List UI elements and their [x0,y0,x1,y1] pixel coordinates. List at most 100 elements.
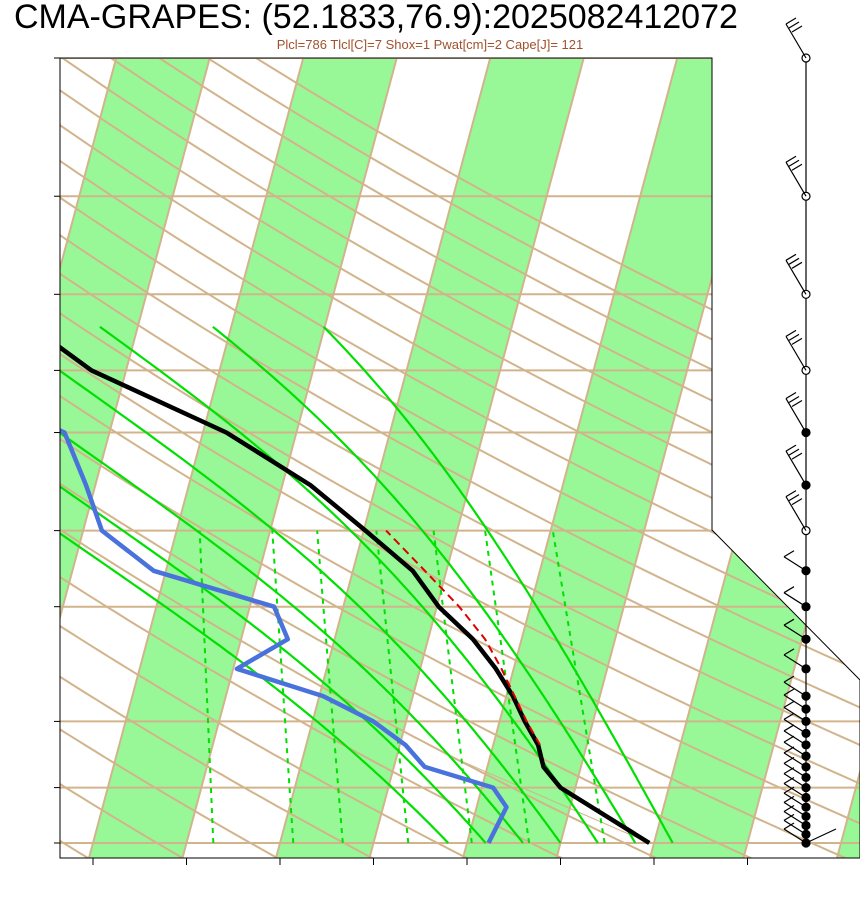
wind-barb-flag [791,25,803,33]
dry-adiabat [60,58,860,858]
isotherm-band [832,58,860,858]
dry-adiabat [60,58,860,858]
wind-barb-shaft [783,706,807,722]
plot-border [59,57,860,859]
dewpoint-line [60,58,509,845]
wind-barb-shaft [783,752,807,768]
isotherm-line [363,58,595,858]
isotherm-line [60,58,221,858]
dry-adiabat [60,58,860,858]
isotherm-line [0,22,32,875]
dry-adiabat [60,58,790,858]
dry-adiabat [60,58,310,858]
dry-adiabat [60,58,694,858]
isotherm-band [60,58,220,858]
dry-adiabat [0,22,21,875]
wind-barb-flag [788,257,800,265]
wind-barb-flag [783,586,795,594]
wind-barb-shaft [785,496,807,531]
wind-barb-flag [785,392,797,400]
dry-adiabat [60,58,502,858]
wind-barb-flag [783,712,795,720]
moist-adiabat [322,326,674,844]
wind-barb-column [783,17,837,848]
wind-barb-flag [788,448,800,456]
wind-barb-flag [791,498,803,506]
wind-barb-flag [788,159,800,167]
dry-adiabat [60,58,860,858]
wind-barb-shaft [783,773,807,789]
isotherm-line [83,58,314,858]
wind-barb-shaft [783,782,807,798]
mixing-ratio-line [432,530,473,844]
wind-barb-flag [783,795,795,803]
wind-barb-flag [788,396,800,404]
mixing-ratio-line [375,530,410,844]
chart-title: CMA-GRAPES: (52.1833,76.9):2025082412072 [14,0,738,36]
wind-barb-flag [791,400,803,408]
isotherm-band [271,58,594,858]
axes [54,57,748,865]
wind-barb-flag [783,822,795,830]
wind-barb-shaft [785,398,807,433]
wind-barb-flag [785,444,797,452]
wind-barb-flag [788,494,800,502]
moist-adiabat [60,325,562,844]
parcel-line [385,529,541,746]
wind-barb-flag [791,337,803,345]
wind-barb-shaft [783,681,807,697]
wind-barb-flag [783,813,795,821]
wind-barb-shaft [783,624,807,640]
isotherm-line [270,58,501,858]
moist-adiabat [60,325,487,844]
isotherm-line [831,58,860,858]
wind-barb-shaft [783,556,807,572]
dry-adiabat [60,58,406,858]
wind-barb-flag [785,253,797,261]
wind-barb-flag [788,333,800,341]
wind-barb-shaft [783,741,807,757]
isotherm-band [458,58,781,858]
isotherm-line [176,58,408,858]
wind-barb-flag [785,329,797,337]
wind-barb-shaft [783,811,807,827]
isotherm-band [84,58,407,858]
wind-barb-shaft [783,762,807,778]
mixing-ratio-line [198,530,215,844]
wind-barb-flag [791,163,803,171]
isotherm-line [60,58,127,858]
dry-adiabat [60,58,860,858]
wind-barb-flag [783,675,795,683]
dry-adiabat [60,58,860,858]
mixing-ratio-line [316,530,344,844]
wind-barb-flag [788,21,800,29]
wind-barb-flag [783,618,795,626]
moist-adiabat [212,325,637,844]
wind-barb-shaft [785,336,807,371]
wind-barb-shaft [785,23,807,59]
wind-barb-shaft [783,718,807,734]
dry-adiabats [0,22,860,875]
moist-adiabat [60,325,524,844]
wind-barb-flag [783,735,795,743]
dry-adiabat [60,58,860,858]
wind-barb-shaft [785,450,807,486]
dry-adiabat [60,58,860,858]
mixing-ratio-line [551,530,606,844]
moist-adiabat [99,325,599,844]
surface-wind-barb [805,828,837,844]
parcel-dry-path [460,760,650,844]
wind-barb-flag [783,724,795,732]
wind-barb-flag [783,804,795,813]
wind-barb-shaft [783,694,807,710]
isotherm-line [457,58,688,858]
plot-frame [59,57,860,859]
isotherm-band [0,22,32,875]
wind-barb-shaft [783,592,807,608]
temperature-line [60,58,651,845]
dry-adiabat [60,58,860,858]
wind-barb-flag [785,490,797,498]
wind-barb-shaft [783,801,807,817]
wind-barb-flag [783,648,795,656]
